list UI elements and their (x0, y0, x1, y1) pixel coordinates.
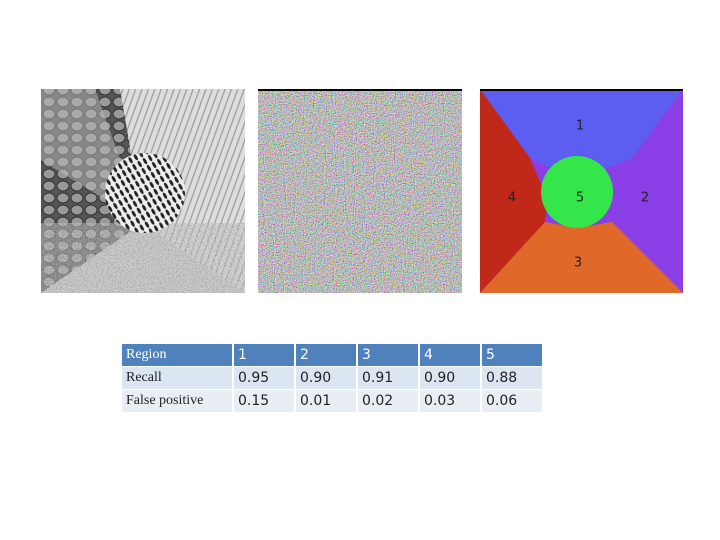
table-cell: 3 (357, 344, 420, 367)
row-header: Recall (122, 366, 234, 390)
table-cell: 2 (295, 344, 358, 367)
table-cell: 0.15 (233, 389, 296, 413)
segment-label: 4 (508, 191, 516, 206)
row-header: Region (122, 344, 234, 367)
table-cell: 0.95 (233, 366, 296, 390)
segment-label: 1 (576, 119, 584, 134)
results-table: Region 1 2 3 4 5 Recall 0.95 0.90 0.91 0.90 0.88 Fal… (122, 344, 544, 413)
table-cell: 5 (481, 344, 544, 367)
segment-label: 3 (574, 256, 582, 271)
segmentation-image (480, 89, 683, 293)
table-cell: 0.90 (419, 366, 482, 390)
table-cell: 0.02 (357, 389, 420, 413)
table-cell: 0.03 (419, 389, 482, 413)
table-cell: 0.88 (481, 366, 544, 390)
segment-label: 5 (576, 191, 584, 206)
table-cell: 0.06 (481, 389, 544, 413)
texture-image (41, 89, 245, 293)
noise-image (258, 89, 462, 293)
segment-label: 2 (641, 191, 649, 206)
table-cell: 0.90 (295, 366, 358, 390)
table-row: Recall 0.95 0.90 0.91 0.90 0.88 (122, 366, 544, 390)
table-row: False positive 0.15 0.01 0.02 0.03 0.06 (122, 389, 544, 413)
table-row: Region 1 2 3 4 5 (122, 344, 544, 367)
table-cell: 0.91 (357, 366, 420, 390)
table-cell: 4 (419, 344, 482, 367)
table-cell: 1 (233, 344, 296, 367)
row-header: False positive (122, 389, 234, 413)
table-cell: 0.01 (295, 389, 358, 413)
